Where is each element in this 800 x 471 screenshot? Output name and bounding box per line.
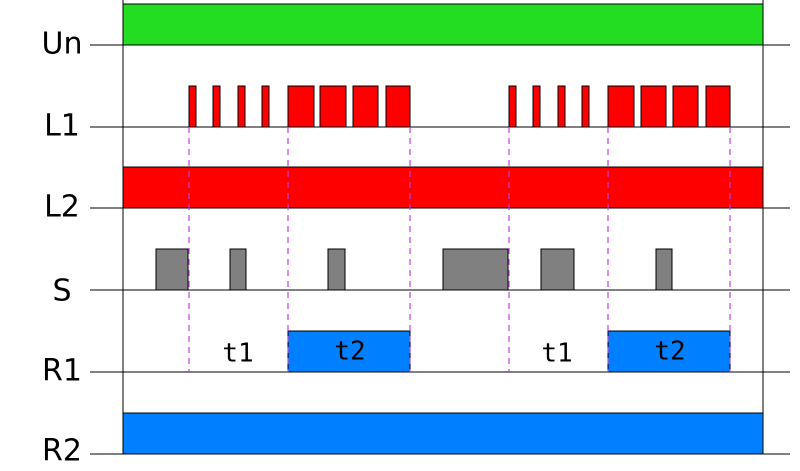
pulse xyxy=(319,85,347,128)
pulse xyxy=(508,85,517,128)
pulse xyxy=(540,248,575,291)
pulse xyxy=(581,85,590,128)
pulse xyxy=(155,248,189,291)
pulse xyxy=(327,248,346,291)
signal-label: S xyxy=(52,274,71,309)
pulse xyxy=(287,85,315,128)
interval-label: t1 xyxy=(222,339,253,369)
pulse xyxy=(229,248,247,291)
pulse xyxy=(672,85,699,128)
interval-label: t2 xyxy=(654,337,685,367)
pulse xyxy=(705,85,731,128)
r2-signal xyxy=(122,412,764,455)
pulse xyxy=(352,85,379,128)
l1-pulses xyxy=(188,85,731,128)
grid xyxy=(90,0,790,455)
pulse xyxy=(261,85,270,128)
signal-label: L2 xyxy=(44,190,80,225)
pulse xyxy=(442,248,509,291)
pulse xyxy=(607,330,731,373)
pulse xyxy=(237,85,246,128)
pulse xyxy=(655,248,673,291)
pulse xyxy=(212,85,221,128)
signal-label: L1 xyxy=(44,109,80,144)
pulse xyxy=(557,85,566,128)
signal-label: R2 xyxy=(42,434,82,469)
pulse xyxy=(532,85,541,128)
pulse xyxy=(607,85,635,128)
pulse xyxy=(385,85,411,128)
interval-label: t1 xyxy=(541,339,572,369)
pulse xyxy=(188,85,197,128)
guides xyxy=(188,127,731,372)
un-signal xyxy=(122,3,764,46)
l2-signal xyxy=(122,166,764,209)
s-pulses xyxy=(155,248,673,291)
signal-label: Un xyxy=(42,27,83,62)
interval-label: t2 xyxy=(334,337,365,367)
signal-label: R1 xyxy=(42,354,82,389)
pulse xyxy=(640,85,667,128)
